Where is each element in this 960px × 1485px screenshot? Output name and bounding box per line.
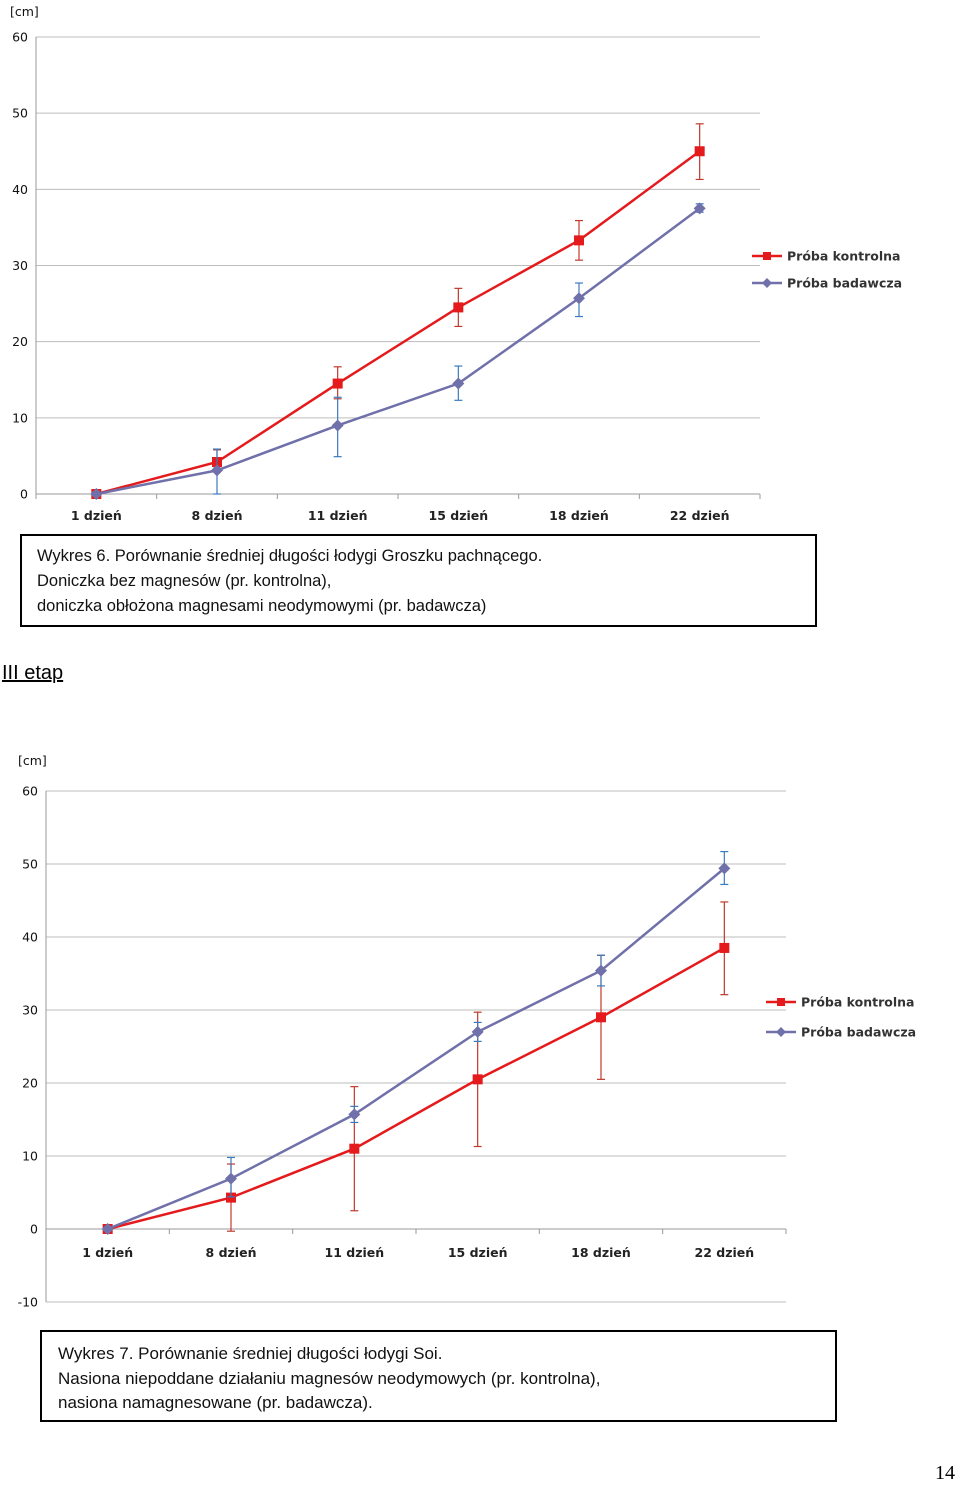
legend-marker (777, 998, 785, 1006)
series-line (107, 867, 726, 1231)
caption-7-line-2: Nasiona niepoddane działaniu magnesów ne… (58, 1368, 601, 1388)
x-tick-label: 18 dzień (571, 1245, 631, 1260)
data-point (574, 235, 584, 246)
data-point (694, 146, 705, 157)
y-tick-label: 40 (22, 930, 38, 945)
data-point (595, 964, 607, 977)
legend-label: Próba kontrolna (801, 995, 914, 1010)
page-number: 14 (935, 1462, 955, 1484)
section-heading: III etap (2, 662, 64, 684)
y-tick-label: 50 (12, 106, 28, 121)
x-tick-label: 8 dzień (206, 1245, 257, 1260)
x-tick-label: 11 dzień (325, 1245, 385, 1260)
x-tick-label: 15 dzień (448, 1245, 508, 1260)
data-point (573, 292, 585, 305)
data-point (718, 862, 731, 875)
data-point (211, 464, 223, 477)
x-tick-label: 22 dzień (670, 508, 730, 523)
chart-soja: [cm] -10 0 10 20 30 40 50 60 1 dzień 8 dzień 11 dzi… (18, 753, 917, 1310)
caption-7-line-1: Wykres 7. Porównanie średniej długości ł… (58, 1344, 443, 1363)
y-tick-label: 20 (22, 1076, 38, 1091)
data-point (226, 1192, 236, 1203)
caption-chart-7: Wykres 7. Porównanie średniej długości ł… (40, 1330, 837, 1422)
x-tick-label: 15 dzień (429, 508, 489, 523)
y-tick-label: 0 (30, 1222, 38, 1237)
legend-marker (776, 1027, 786, 1037)
data-point (596, 1012, 606, 1023)
y-unit-label: [cm] (10, 4, 39, 19)
y-unit-label: [cm] (18, 753, 47, 768)
data-point (332, 378, 343, 389)
legend-marker (762, 278, 772, 288)
x-tick-label: 8 dzień (192, 508, 243, 523)
y-tick-label: 0 (20, 487, 28, 502)
y-tick-label: 20 (12, 334, 28, 349)
x-tick-label: 11 dzień (308, 508, 368, 523)
data-point (225, 1172, 237, 1185)
data-point (90, 488, 103, 500)
y-tick-label: 10 (22, 1149, 38, 1164)
y-tick-label: 60 (22, 784, 38, 799)
y-tick-label: 60 (12, 30, 28, 45)
legend-label: Próba kontrolna (787, 249, 900, 264)
caption-6-line-3: doniczka obłożona magnesami neodymowymi … (37, 597, 487, 615)
x-tick-label: 1 dzień (71, 508, 122, 523)
y-tick-label: 50 (22, 857, 38, 872)
data-point (331, 419, 344, 432)
series-line (96, 150, 701, 496)
data-point (471, 1025, 484, 1038)
legend-label: Próba badawcza (787, 276, 902, 291)
data-point (719, 942, 730, 953)
x-tick-label: 22 dzień (695, 1245, 755, 1260)
caption-6-line-1: Wykres 6. Porównanie średniej długości ł… (37, 547, 543, 565)
y-tick-label: 40 (12, 182, 28, 197)
series-line (96, 207, 701, 496)
x-tick-label: 18 dzień (549, 508, 609, 523)
data-point (472, 1074, 483, 1085)
series-line (107, 946, 725, 1231)
data-point (693, 202, 706, 215)
data-point (453, 302, 464, 313)
x-tick-label: 1 dzień (82, 1245, 133, 1260)
y-tick-label: 30 (12, 258, 28, 273)
caption-7-line-3: nasiona namagnesowane (pr. badawcza). (58, 1393, 373, 1412)
data-point (348, 1108, 361, 1121)
y-tick-label: 10 (12, 410, 28, 425)
data-point (452, 377, 465, 390)
chart-groszek: [cm] 0 10 20 30 40 50 60 1 dzień 8 dzień 11 dzień 1… (10, 4, 902, 523)
legend-marker (763, 252, 771, 260)
y-tick-label: -10 (18, 1295, 38, 1310)
data-point (349, 1143, 360, 1154)
caption-6-line-2: Doniczka bez magnesów (pr. kontrolna), (37, 572, 332, 590)
data-point (101, 1223, 114, 1235)
legend-label: Próba badawcza (801, 1025, 916, 1040)
y-tick-label: 30 (22, 1003, 38, 1018)
caption-chart-6: Wykres 6. Porównanie średniej długości ł… (20, 534, 817, 627)
